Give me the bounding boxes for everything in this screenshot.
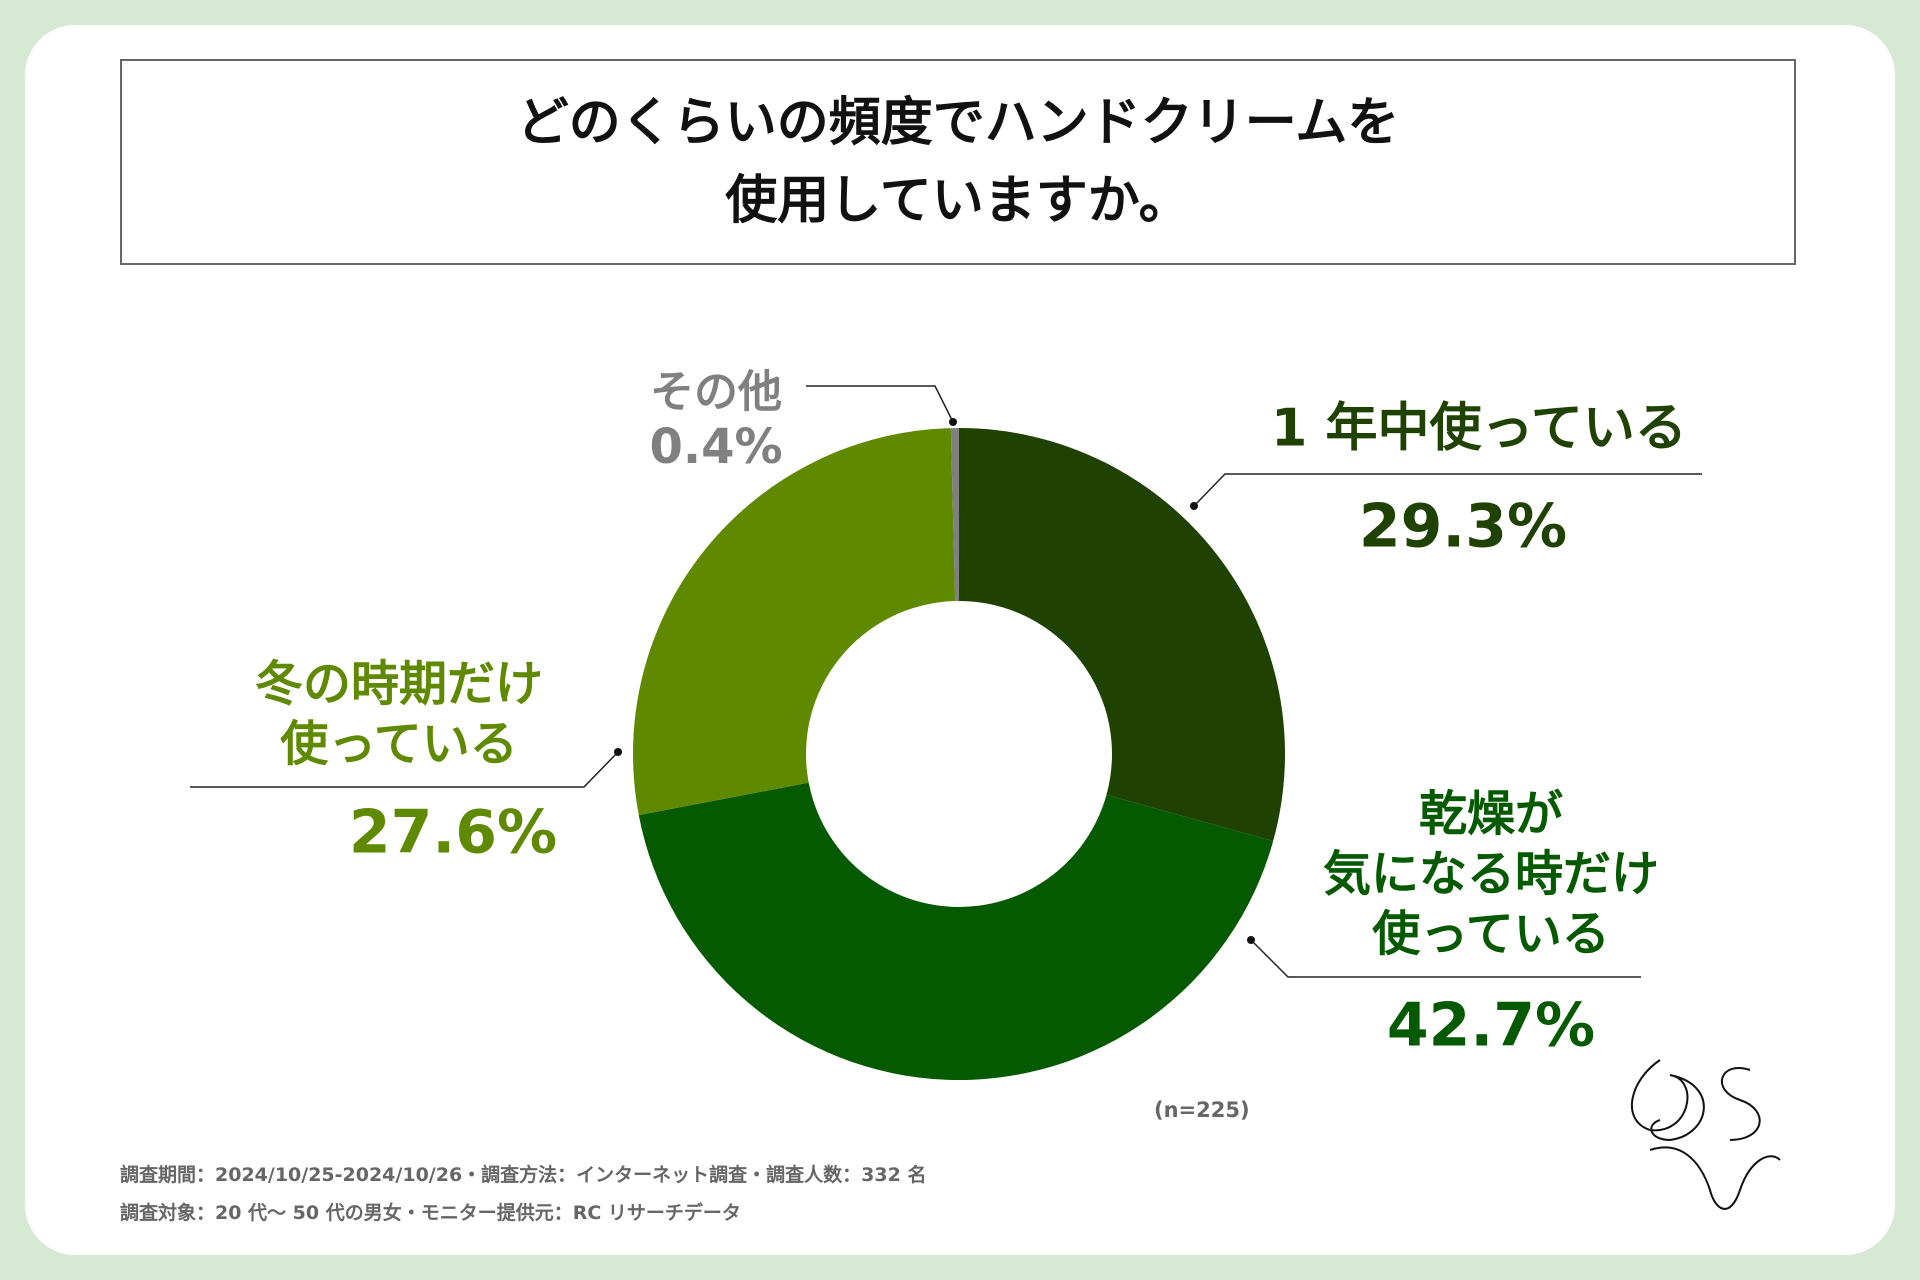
donut-slice <box>633 428 956 816</box>
leader-dot <box>614 748 622 756</box>
value-label: 27.6% <box>348 797 558 868</box>
leader-dot <box>1190 502 1198 510</box>
leader-line <box>190 751 619 788</box>
footnote: 調査対象：20 代～ 50 代の男女・モニター提供元：RC リサーチデータ <box>120 1202 741 1224</box>
donut-slice <box>950 428 959 602</box>
leader-line <box>806 385 954 423</box>
leader-line <box>1193 473 1702 507</box>
leader-dot <box>949 418 957 426</box>
value-label: 29.3% <box>1358 491 1568 562</box>
slice-label: 1 年中使っている <box>1271 398 1687 459</box>
donut-slice <box>959 428 1285 842</box>
logo <box>1631 1059 1781 1210</box>
value-label: 0.4% <box>649 419 783 475</box>
slice-label: 乾燥が 気になる時だけ 使っている <box>1322 786 1660 962</box>
slice-label: その他 <box>650 366 782 418</box>
chart-title: どのくらいの頻度でハンドクリームを 使用していますか。 <box>516 93 1400 231</box>
footnote: 調査期間：2024/10/25-2024/10/26・調査方法：インターネット調… <box>120 1164 927 1186</box>
leader-dot <box>1247 936 1255 944</box>
slice-label: 冬の時期だけ 使っている <box>254 656 544 772</box>
title-box: どのくらいの頻度でハンドクリームを 使用していますか。 <box>120 59 1796 265</box>
value-label: 42.7% <box>1386 990 1596 1061</box>
leader-line <box>1250 939 1641 978</box>
donut-slice <box>638 782 1274 1081</box>
sample-note: (n=225) <box>1154 1098 1250 1122</box>
